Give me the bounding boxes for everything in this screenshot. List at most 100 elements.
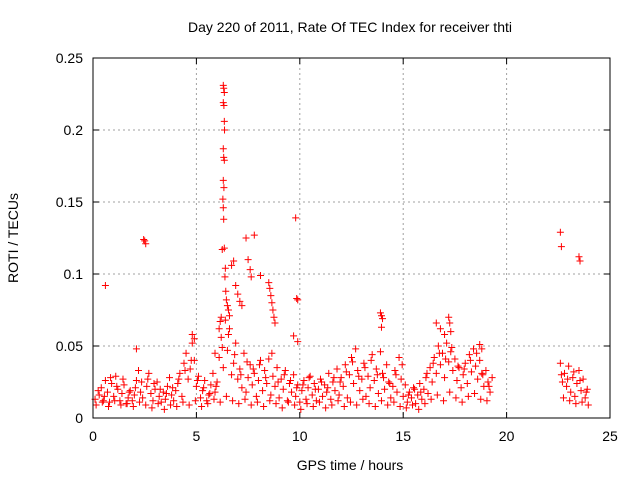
data-point (221, 126, 229, 134)
data-point (143, 382, 151, 390)
data-point (150, 379, 158, 387)
data-point (236, 365, 244, 373)
data-point (455, 364, 463, 372)
data-point (169, 384, 177, 392)
data-point (424, 390, 432, 398)
data-point (156, 385, 164, 393)
data-point (389, 382, 397, 390)
data-point (110, 392, 118, 400)
data-point (278, 404, 286, 412)
data-point (273, 364, 281, 372)
data-point (432, 369, 440, 377)
data-point (221, 316, 229, 324)
data-point (106, 398, 114, 406)
data-point (220, 184, 228, 192)
data-point (398, 361, 406, 369)
data-point (113, 382, 121, 390)
data-point (403, 398, 411, 406)
data-point (396, 402, 404, 410)
data-point (478, 345, 486, 353)
data-point (577, 387, 585, 395)
data-point (464, 392, 472, 400)
data-point (283, 397, 291, 405)
data-point (257, 271, 265, 279)
data-point (578, 398, 586, 406)
data-point (293, 294, 301, 302)
data-point (132, 345, 140, 353)
data-point (174, 379, 182, 387)
data-point (222, 392, 230, 400)
data-point (119, 375, 127, 383)
data-points (91, 81, 592, 413)
data-point (426, 364, 434, 372)
data-point (210, 395, 218, 403)
data-point (339, 382, 347, 390)
data-point (472, 362, 480, 370)
data-point (350, 379, 358, 387)
data-point (454, 362, 462, 370)
data-point (384, 401, 392, 409)
data-point (458, 398, 466, 406)
data-point (218, 343, 226, 351)
data-point (428, 378, 436, 386)
data-point (144, 375, 152, 383)
data-point (479, 371, 487, 379)
data-point (247, 401, 255, 409)
data-point (281, 366, 289, 374)
data-point (336, 378, 344, 386)
data-point (473, 349, 481, 357)
data-point (187, 356, 195, 364)
data-point (154, 400, 162, 408)
chart-title: Day 220 of 2011, Rate Of TEC Index for r… (188, 19, 512, 35)
data-point (299, 381, 307, 389)
data-point (377, 312, 385, 320)
data-point (482, 366, 490, 374)
data-point (443, 339, 451, 347)
data-point (230, 359, 238, 367)
data-point (340, 402, 348, 410)
data-point (434, 342, 442, 350)
data-point (200, 384, 208, 392)
data-point (211, 349, 219, 357)
data-point (285, 379, 293, 387)
data-point (288, 388, 296, 396)
data-point (120, 381, 128, 389)
data-point (168, 391, 176, 399)
data-point (221, 273, 229, 281)
data-point (294, 296, 302, 304)
data-point (184, 375, 192, 383)
data-point (377, 323, 385, 331)
data-point (192, 382, 200, 390)
data-point (566, 397, 574, 405)
data-point (292, 214, 300, 222)
data-point (157, 398, 165, 406)
data-point (303, 400, 311, 408)
data-point (111, 397, 119, 405)
data-point (176, 369, 184, 377)
data-point (366, 384, 374, 392)
x-tick-labels: 0 5 10 15 20 25 (89, 428, 618, 444)
data-point (238, 384, 246, 392)
data-point (386, 379, 394, 387)
data-point (447, 348, 455, 356)
data-point (377, 397, 385, 405)
data-point (334, 397, 342, 405)
data-point (302, 395, 310, 403)
data-point (436, 361, 444, 369)
data-point (579, 375, 587, 383)
data-point (328, 401, 336, 409)
data-point (117, 401, 125, 409)
data-point (484, 378, 492, 386)
data-point (312, 397, 320, 405)
data-point (337, 374, 345, 382)
data-point (379, 369, 387, 377)
data-point (204, 400, 212, 408)
data-point (368, 351, 376, 359)
data-point (209, 369, 217, 377)
data-point (575, 366, 583, 374)
data-point (198, 402, 206, 410)
data-point (436, 325, 444, 333)
data-point (246, 361, 254, 369)
data-point (263, 379, 271, 387)
data-point (445, 358, 453, 366)
